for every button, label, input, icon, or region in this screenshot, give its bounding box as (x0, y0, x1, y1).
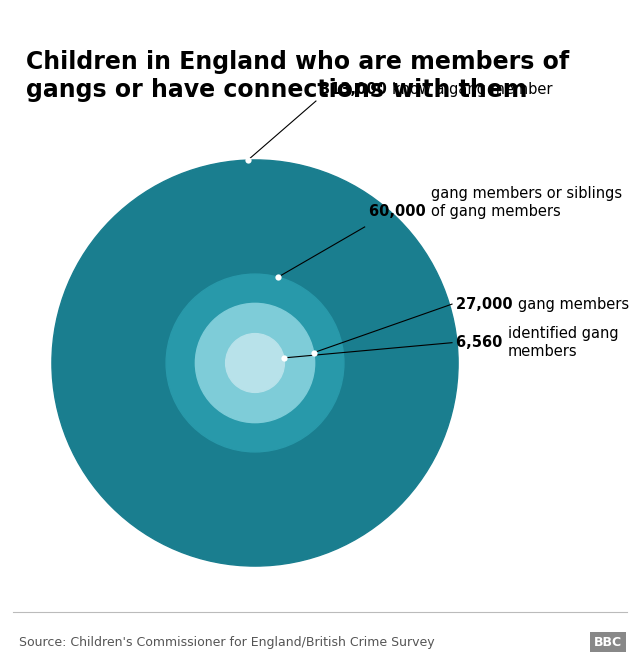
Circle shape (166, 274, 344, 452)
Text: gang members or siblings
of gang members: gang members or siblings of gang members (431, 186, 621, 219)
Text: identified gang
members: identified gang members (508, 327, 618, 359)
Text: 6,560: 6,560 (456, 335, 508, 350)
Circle shape (195, 304, 315, 422)
Text: know a gang member: know a gang member (392, 82, 552, 97)
Text: 60,000: 60,000 (369, 204, 431, 219)
Text: gang members: gang members (518, 296, 629, 312)
Text: Source: Children's Commissioner for England/British Crime Survey: Source: Children's Commissioner for Engl… (19, 636, 435, 649)
Circle shape (52, 160, 458, 566)
Circle shape (226, 333, 284, 393)
Text: 313,000: 313,000 (320, 82, 392, 97)
Text: 27,000: 27,000 (456, 296, 518, 312)
Text: BBC: BBC (594, 636, 622, 649)
Text: Children in England who are members of
gangs or have connections with them: Children in England who are members of g… (26, 50, 569, 102)
